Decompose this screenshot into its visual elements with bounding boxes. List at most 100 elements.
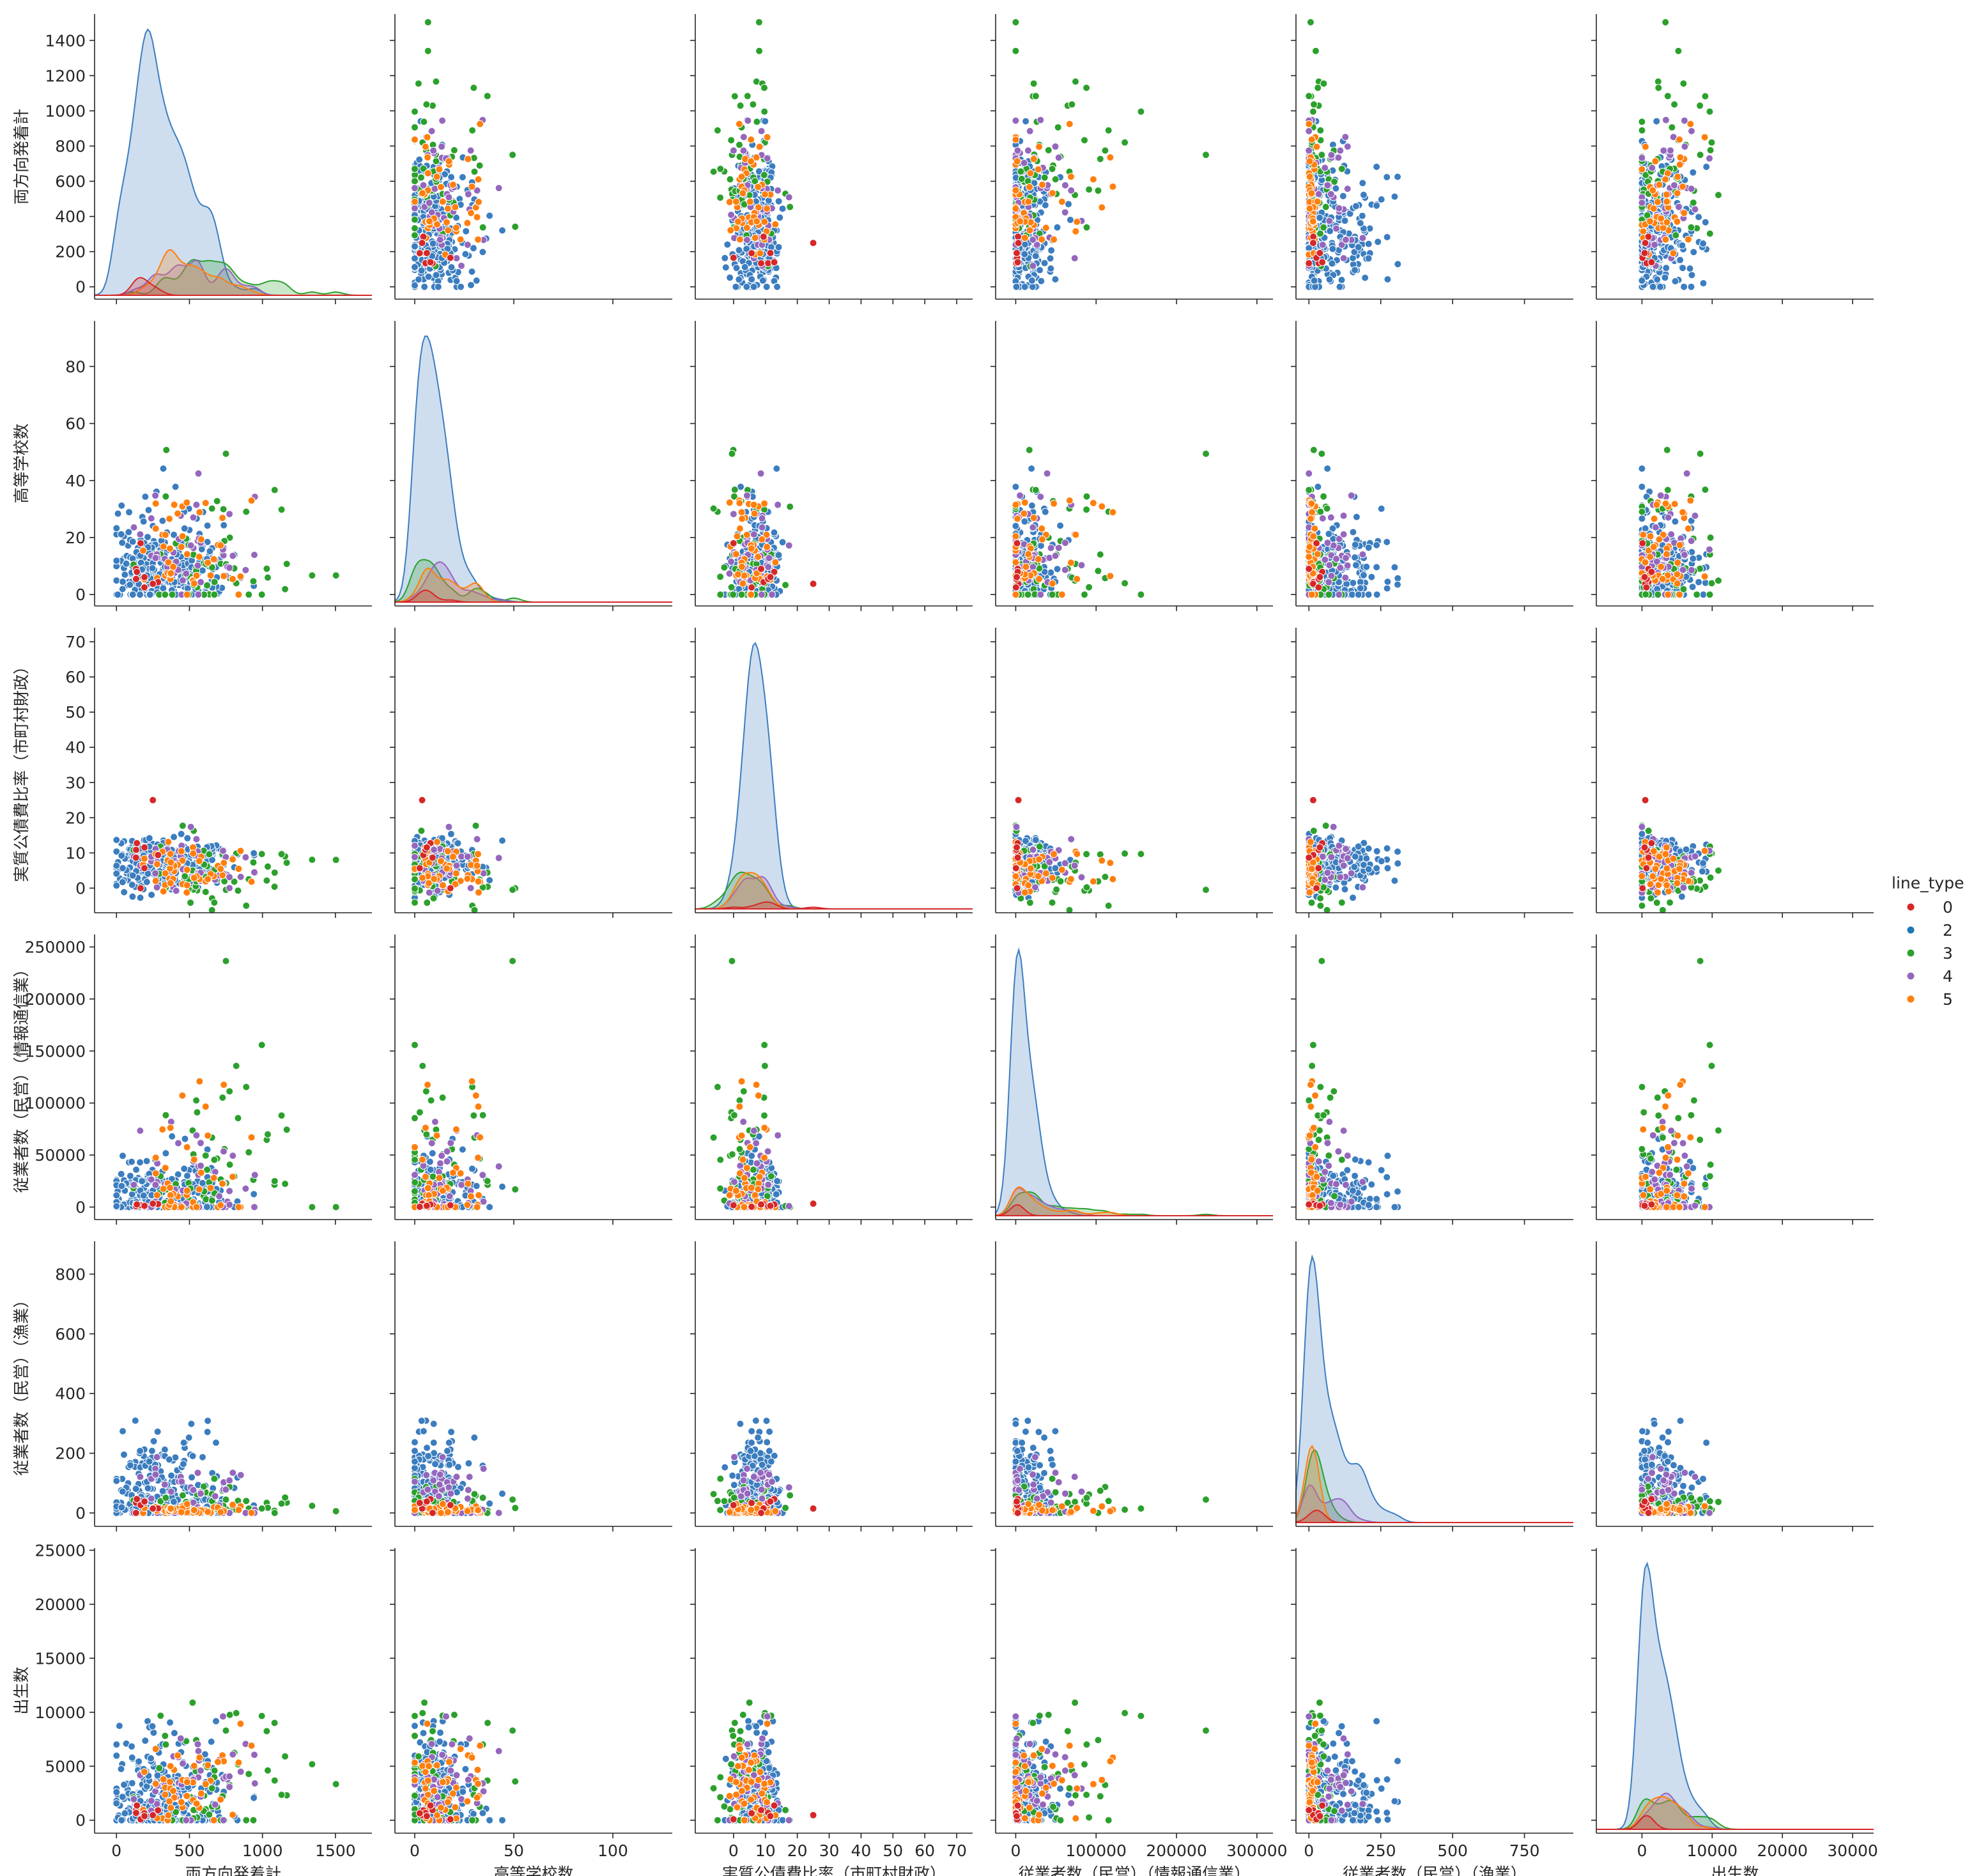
point-377 [1026, 127, 1034, 136]
point-191 [144, 506, 153, 514]
point-446 [1014, 239, 1022, 247]
point-325 [1318, 449, 1326, 458]
point-409 [1020, 509, 1028, 518]
point-372 [151, 492, 160, 500]
point-421 [736, 499, 744, 507]
point-345 [716, 591, 725, 599]
point-365 [187, 541, 195, 550]
point-366 [179, 577, 187, 584]
point-429 [1700, 572, 1709, 580]
point-337 [264, 573, 272, 582]
point-137 [462, 227, 470, 235]
point-118 [452, 277, 461, 285]
point-324 [245, 591, 253, 599]
point-353 [1320, 223, 1328, 231]
point-339 [1081, 591, 1088, 599]
point-429 [1700, 133, 1709, 141]
point-388 [1651, 241, 1659, 249]
point-269 [121, 571, 129, 579]
point-298 [461, 250, 470, 258]
point-307 [429, 102, 436, 110]
point-351 [1024, 591, 1032, 599]
point-336 [1121, 579, 1129, 587]
point-386 [1681, 143, 1689, 151]
point-441 [1663, 198, 1671, 206]
point-361 [1305, 469, 1313, 477]
point-260 [1394, 580, 1401, 589]
point-374 [1325, 578, 1333, 586]
point-315 [1072, 77, 1079, 86]
point-351 [1654, 591, 1662, 599]
point-451 [426, 258, 435, 267]
point-361 [757, 469, 765, 477]
point-433 [747, 157, 755, 166]
point-450 [1639, 539, 1647, 547]
point-411 [1042, 224, 1050, 232]
point-445 [1644, 233, 1653, 241]
point-407 [139, 547, 148, 555]
point-344 [1137, 591, 1145, 599]
y-tick-label: 1200 [45, 66, 86, 85]
point-416 [756, 249, 764, 258]
point-244 [735, 275, 743, 284]
point-418 [183, 591, 191, 599]
point-404 [727, 226, 735, 235]
point-296 [146, 591, 154, 599]
point-41 [1699, 591, 1708, 599]
point-362 [458, 261, 465, 270]
point-267 [1695, 578, 1703, 586]
point-406 [151, 525, 160, 532]
point-294 [1638, 277, 1646, 284]
point-387 [757, 591, 766, 599]
point-401 [1305, 120, 1313, 128]
point-344 [1137, 107, 1145, 116]
point-89 [114, 509, 122, 518]
point-248 [1012, 522, 1020, 530]
point-268 [206, 547, 214, 555]
point-423 [1674, 173, 1682, 181]
point-340 [1083, 84, 1091, 92]
point-325 [728, 449, 736, 458]
point-391 [151, 554, 160, 562]
point-308 [511, 222, 520, 231]
point-187 [775, 551, 783, 559]
point-354 [1031, 92, 1040, 100]
point-431 [166, 515, 174, 523]
point-433 [1013, 157, 1021, 166]
point-409 [467, 209, 475, 217]
point-312 [1706, 534, 1715, 542]
point-273 [1364, 254, 1373, 263]
point-442 [763, 543, 771, 551]
point-345 [210, 591, 219, 599]
point-378 [1648, 164, 1656, 172]
point-365 [785, 193, 793, 201]
point-196 [761, 117, 769, 125]
point-446 [149, 580, 157, 588]
point-424 [449, 181, 457, 189]
point-425 [1676, 153, 1685, 162]
point-254 [143, 878, 151, 886]
point-435 [740, 571, 748, 580]
point-438 [1022, 562, 1030, 571]
point-107 [1679, 264, 1687, 272]
point-353 [1083, 492, 1091, 500]
point-381 [727, 557, 736, 566]
point-443 [426, 217, 434, 226]
point-320 [730, 92, 739, 100]
point-398 [1061, 181, 1069, 189]
point-348 [1693, 591, 1701, 599]
point-270 [141, 493, 150, 501]
point-360 [774, 500, 782, 509]
point-273 [136, 591, 144, 599]
point-393 [1061, 566, 1069, 574]
point-452 [766, 573, 775, 581]
point-294 [472, 277, 481, 284]
y-tick-label: 600 [55, 173, 86, 191]
point-396 [189, 513, 197, 522]
point-303 [1085, 583, 1093, 591]
point-244 [1325, 275, 1334, 284]
point-362 [130, 523, 138, 532]
point-340 [277, 506, 286, 514]
panel-r0-c5 [1591, 14, 1874, 304]
point-427 [1662, 235, 1670, 244]
